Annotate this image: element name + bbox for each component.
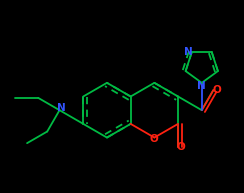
Text: N: N	[57, 103, 66, 113]
Text: N: N	[184, 47, 193, 57]
Text: O: O	[177, 142, 186, 152]
Text: O: O	[213, 85, 221, 95]
Text: N: N	[197, 81, 206, 91]
Text: O: O	[150, 135, 159, 145]
